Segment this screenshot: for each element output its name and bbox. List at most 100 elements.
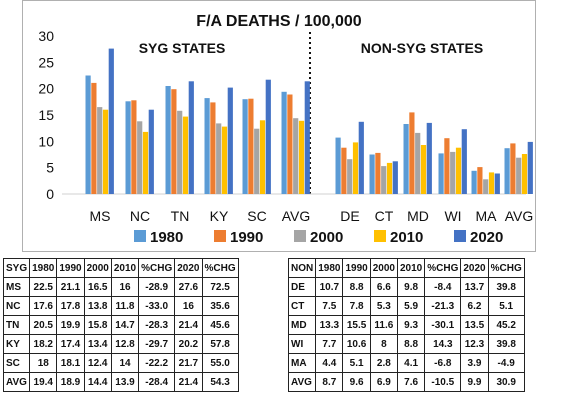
bar-1980-avg — [281, 91, 287, 194]
syg-table-cell: -33.0 — [138, 296, 176, 316]
non-syg-table-cell: -6.8 — [424, 353, 462, 373]
non-syg-table-cell: 3.9 — [460, 353, 489, 373]
bar-1990-ky — [210, 102, 216, 194]
legend-label-2000: 2000 — [310, 229, 343, 246]
group-label-non-syg: NON-SYG STATES — [361, 40, 483, 56]
non-syg-table-cell: -21.3 — [424, 296, 462, 316]
non-syg-table-row: MA 4.4 5.1 2.8 4.1 -6.8 3.9 -4.9 — [287, 353, 525, 373]
non-syg-table-row: DE 10.7 8.8 6.6 9.8 -8.4 13.7 39.8 — [287, 277, 525, 297]
x-tick-label: MS — [90, 208, 111, 224]
non-syg-table-row: AVG 8.7 9.6 6.9 7.6 -10.5 9.9 30.9 — [287, 372, 525, 392]
bar-2020-md — [426, 122, 432, 194]
syg-header-cell: SYG — [2, 258, 31, 278]
bar-2010-nc — [142, 131, 149, 194]
bar-1980-md — [403, 124, 409, 194]
bar-1990-avg — [510, 143, 516, 194]
y-tick-label: 5 — [46, 160, 54, 176]
bar-2020-avg — [527, 141, 533, 194]
bar-2000-ma — [483, 179, 489, 194]
syg-table-cell: 18.1 — [56, 353, 85, 373]
non-syg-table: NON 1980 1990 2000 2010 %CHG 2020 %CHG DE 10.7 8.… — [287, 258, 525, 392]
syg-table-cell: 16 — [174, 296, 203, 316]
non-syg-header-cell: %CHG — [424, 258, 462, 278]
non-syg-table-cell: -4.9 — [487, 353, 525, 373]
syg-table-cell: 17.8 — [56, 296, 85, 316]
non-syg-table-cell: 39.8 — [487, 334, 525, 354]
legend-swatch-1990 — [214, 230, 226, 242]
bar-1990-nc — [131, 100, 137, 194]
bar-2000-avg — [516, 157, 522, 194]
syg-header-cell: 1990 — [56, 258, 85, 278]
syg-table-cell: 21.4 — [174, 315, 203, 335]
chart-panel: F/A DEATHS / 100,000 SYG STATES NON-SYG … — [22, 0, 536, 252]
non-syg-table-cell: CT — [287, 296, 317, 316]
syg-table-cell: MS — [2, 277, 31, 297]
non-syg-table-cell: 7.7 — [315, 334, 344, 354]
bar-2000-avg — [293, 118, 299, 194]
syg-table-cell: 20.5 — [29, 315, 58, 335]
x-tick-label: KY — [210, 208, 229, 224]
bar-2010-ma — [488, 172, 495, 194]
syg-table-cell: 14.7 — [110, 315, 140, 335]
syg-table-cell: 35.6 — [201, 296, 239, 316]
syg-table-cell: 13.4 — [83, 334, 112, 354]
non-syg-table-cell: 5.3 — [369, 296, 398, 316]
bar-2000-ms — [97, 107, 103, 194]
bar-1980-ma — [471, 170, 477, 194]
bar-1980-ky — [204, 98, 210, 194]
syg-table-cell: SC — [2, 353, 31, 373]
syg-table-cell: 45.6 — [201, 315, 239, 335]
bar-2000-tn — [177, 110, 183, 194]
syg-table-cell: 55.0 — [201, 353, 239, 373]
bar-1980-ct — [369, 154, 375, 194]
bar-2000-sc — [254, 128, 260, 194]
x-tick-label: DE — [340, 208, 359, 224]
bars-layer — [85, 48, 533, 194]
syg-table-cell: 12.8 — [110, 334, 140, 354]
x-tick-label: WI — [444, 208, 461, 224]
bar-2010-wi — [455, 147, 462, 194]
legend-label-2020: 2020 — [470, 229, 503, 246]
syg-table-cell: 21.1 — [56, 277, 85, 297]
bar-2020-tn — [188, 81, 194, 194]
syg-table-row: TN 20.5 19.9 15.8 14.7 -28.3 21.4 45.6 — [2, 315, 239, 335]
syg-table-cell: 15.8 — [83, 315, 112, 335]
syg-table-body: MS 22.5 21.1 16.5 16 -28.9 27.6 72.5 NC 17.6 17.8 1… — [2, 277, 239, 392]
non-syg-table-cell: 9.8 — [396, 277, 426, 297]
syg-table-cell: AVG — [2, 372, 31, 392]
bar-1980-ms — [85, 75, 91, 194]
syg-table-cell: 12.4 — [83, 353, 112, 373]
syg-table-cell: 18.2 — [29, 334, 58, 354]
non-syg-table-cell: 6.2 — [460, 296, 489, 316]
bar-2020-ms — [108, 48, 114, 194]
bar-1990-tn — [171, 89, 177, 194]
bar-1980-sc — [242, 99, 248, 194]
bar-1990-md — [409, 112, 415, 194]
non-syg-table-row: WI 7.7 10.6 8 8.8 14.3 12.3 39.8 — [287, 334, 525, 354]
bar-2020-de — [358, 121, 364, 194]
syg-table: SYG 1980 1990 2000 2010 %CHG 2020 %CHG MS 22.5 21… — [2, 258, 239, 392]
non-syg-table-cell: 13.5 — [460, 315, 489, 335]
syg-table-cell: 16 — [110, 277, 140, 297]
non-syg-table-cell: 5.1 — [487, 296, 525, 316]
non-syg-table-body: DE 10.7 8.8 6.6 9.8 -8.4 13.7 39.8 CT 7.5 7.8 5.3 5.… — [287, 277, 525, 392]
syg-table-cell: 21.4 — [174, 372, 203, 392]
non-syg-header-cell: 1990 — [342, 258, 371, 278]
legend-swatch-2000 — [294, 230, 306, 242]
syg-table-cell: 21.7 — [174, 353, 203, 373]
x-axis: MS NC TN KY SC AVG DE CT MD WI MA AVG — [90, 208, 534, 224]
bar-2020-ky — [227, 87, 233, 194]
bar-1980-wi — [438, 153, 444, 194]
non-syg-table-cell: 5.9 — [396, 296, 426, 316]
syg-table-cell: 20.2 — [174, 334, 203, 354]
non-syg-table-cell: 14.3 — [424, 334, 462, 354]
non-syg-table-cell: 9.3 — [396, 315, 426, 335]
bar-1980-de — [335, 137, 341, 194]
syg-table-row: SC 18 18.1 12.4 14 -22.2 21.7 55.0 — [2, 353, 239, 373]
syg-table-cell: 16.5 — [83, 277, 112, 297]
syg-table-header: SYG 1980 1990 2000 2010 %CHG 2020 %CHG — [2, 258, 239, 278]
bar-2020-avg — [304, 81, 310, 194]
syg-table-cell: KY — [2, 334, 31, 354]
non-syg-header-cell: 1980 — [315, 258, 344, 278]
syg-header-cell: 2000 — [83, 258, 112, 278]
